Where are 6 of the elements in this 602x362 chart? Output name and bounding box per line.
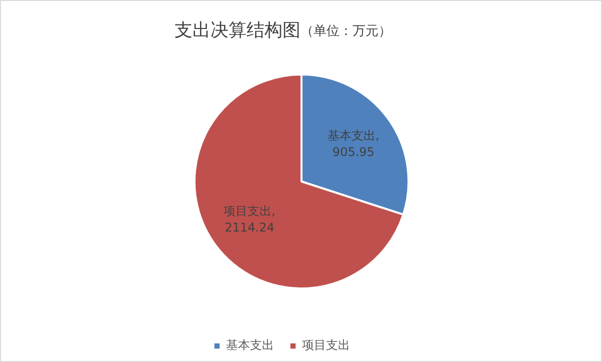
chart-title: 支出决算结构图	[174, 20, 300, 41]
legend-label: 基本支出	[226, 337, 274, 354]
chart-subtitle: （单位：万元）	[300, 24, 392, 39]
legend-label: 项目支出	[302, 337, 350, 354]
data-label: 项目支出, 2114.24	[224, 204, 276, 235]
data-label: 基本支出, 905.95	[328, 128, 380, 160]
